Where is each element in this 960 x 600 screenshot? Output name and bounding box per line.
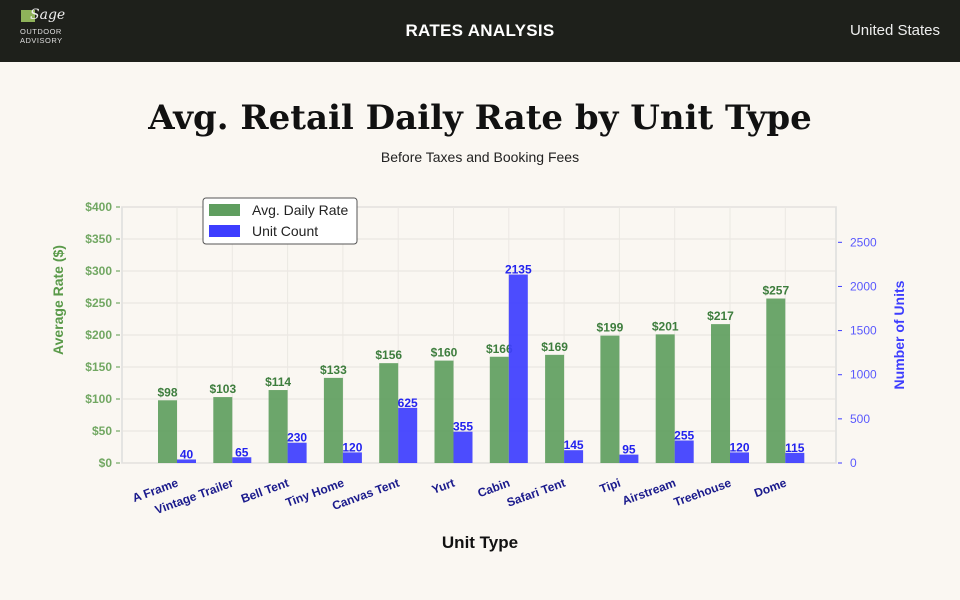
logo-subtitle: OUTDOOR ADVISORY: [20, 27, 63, 45]
x-tick-label: Bell Tent: [239, 476, 291, 506]
x-tick-label: Yurt: [430, 476, 457, 497]
logo-line: ADVISORY: [20, 36, 63, 45]
chart-title: Avg. Retail Daily Rate by Unit Type: [148, 98, 812, 138]
bar-avg-daily-rate: [655, 334, 675, 463]
y2-tick-label: 2500: [850, 235, 877, 249]
bar-avg-daily-rate: [213, 397, 233, 463]
y-tick-label: $50: [92, 424, 112, 438]
region-label: United States: [849, 22, 940, 39]
data-label-rate: $166: [486, 342, 513, 356]
y2-tick-label: 0: [850, 456, 857, 470]
x-axis-label: Unit Type: [442, 533, 518, 552]
data-label-rate: $199: [597, 321, 624, 335]
y2-tick-label: 1500: [850, 324, 877, 338]
bar-unit-count: [342, 452, 362, 463]
y2-tick-label: 1000: [850, 368, 877, 382]
x-tick-label: Airstream: [620, 476, 677, 508]
data-label-units: 355: [453, 420, 473, 434]
y-tick-label: $0: [99, 456, 113, 470]
y-tick-label: $150: [85, 360, 112, 374]
data-label-units: 115: [785, 441, 805, 455]
data-label-units: 40: [180, 447, 194, 461]
data-label-rate: $114: [265, 375, 291, 389]
bar-unit-count: [619, 454, 639, 463]
x-tick-label: Tipi: [598, 476, 623, 496]
y-tick-label: $350: [85, 232, 112, 246]
page-title: RATES ANALYSIS: [405, 21, 555, 40]
y2-axis-label: Number of Units: [891, 280, 907, 389]
data-label-units: 625: [398, 396, 418, 410]
bar-avg-daily-rate: [434, 360, 454, 463]
bar-avg-daily-rate: [711, 324, 730, 463]
data-label-units: 2135: [505, 263, 532, 277]
data-label-rate: $156: [375, 348, 402, 362]
y2-tick-label: 2000: [850, 279, 877, 293]
bar-unit-count: [232, 457, 252, 463]
bar-unit-count: [398, 407, 418, 463]
bar-unit-count: [177, 459, 196, 463]
data-label-units: 255: [674, 428, 694, 442]
bar-avg-daily-rate: [766, 298, 786, 463]
data-label-units: 65: [235, 445, 249, 459]
bar-unit-count: [730, 452, 749, 463]
sage-logo: Sage OUTDOOR ADVISORY: [20, 7, 70, 54]
data-label-rate: $217: [707, 309, 734, 323]
legend-swatch-units: [209, 225, 240, 237]
y-tick-label: $100: [85, 392, 112, 406]
legend-swatch-rate: [209, 204, 240, 216]
logo-mark: [21, 10, 35, 22]
x-tick-label: Dome: [752, 476, 788, 501]
data-label-units: 145: [564, 438, 584, 452]
bar-avg-daily-rate: [379, 363, 399, 463]
bar-avg-daily-rate: [600, 335, 620, 463]
y2-tick-label: 500: [850, 412, 870, 426]
data-label-rate: $257: [762, 284, 789, 298]
data-label-rate: $169: [541, 340, 568, 354]
legend-label-rate: Avg. Daily Rate: [252, 202, 348, 218]
top-bar: Sage OUTDOOR ADVISORY RATES ANALYSIS Unit…: [0, 0, 960, 62]
data-label-rate: $201: [652, 319, 679, 333]
logo-wordmark: Sage: [30, 7, 66, 23]
legend-label-units: Unit Count: [252, 223, 318, 239]
y-tick-label: $200: [85, 328, 112, 342]
data-label-rate: $103: [209, 382, 236, 396]
chart-subtitle: Before Taxes and Booking Fees: [380, 149, 580, 165]
bar-avg-daily-rate: [489, 356, 509, 463]
data-label-rate: $133: [320, 363, 347, 377]
bar-unit-count: [287, 442, 307, 463]
data-label-units: 95: [622, 443, 636, 457]
bar-unit-count: [508, 274, 528, 463]
data-label-rate: $98: [157, 385, 177, 399]
y-tick-label: $400: [85, 200, 112, 214]
x-tick-label: Safari Tent: [505, 476, 567, 510]
bar-unit-count: [564, 450, 584, 463]
logo-line: OUTDOOR: [20, 27, 62, 36]
y-tick-label: $300: [85, 264, 112, 278]
bar-avg-daily-rate: [323, 377, 343, 463]
y-tick-label: $250: [85, 296, 112, 310]
x-tick-label: Treehouse: [672, 476, 733, 510]
data-label-units: 120: [729, 440, 749, 454]
data-label-rate: $160: [431, 346, 458, 360]
y-axis-label: Average Rate ($): [50, 245, 66, 355]
bar-avg-daily-rate: [158, 400, 177, 463]
legend: [202, 197, 358, 245]
bar-unit-count: [453, 431, 473, 463]
data-label-units: 230: [287, 431, 307, 445]
bar-unit-count: [785, 452, 805, 463]
data-label-units: 120: [342, 440, 362, 454]
bar-avg-daily-rate: [545, 354, 565, 463]
bar-unit-count: [674, 440, 694, 463]
bar-avg-daily-rate: [268, 390, 288, 463]
